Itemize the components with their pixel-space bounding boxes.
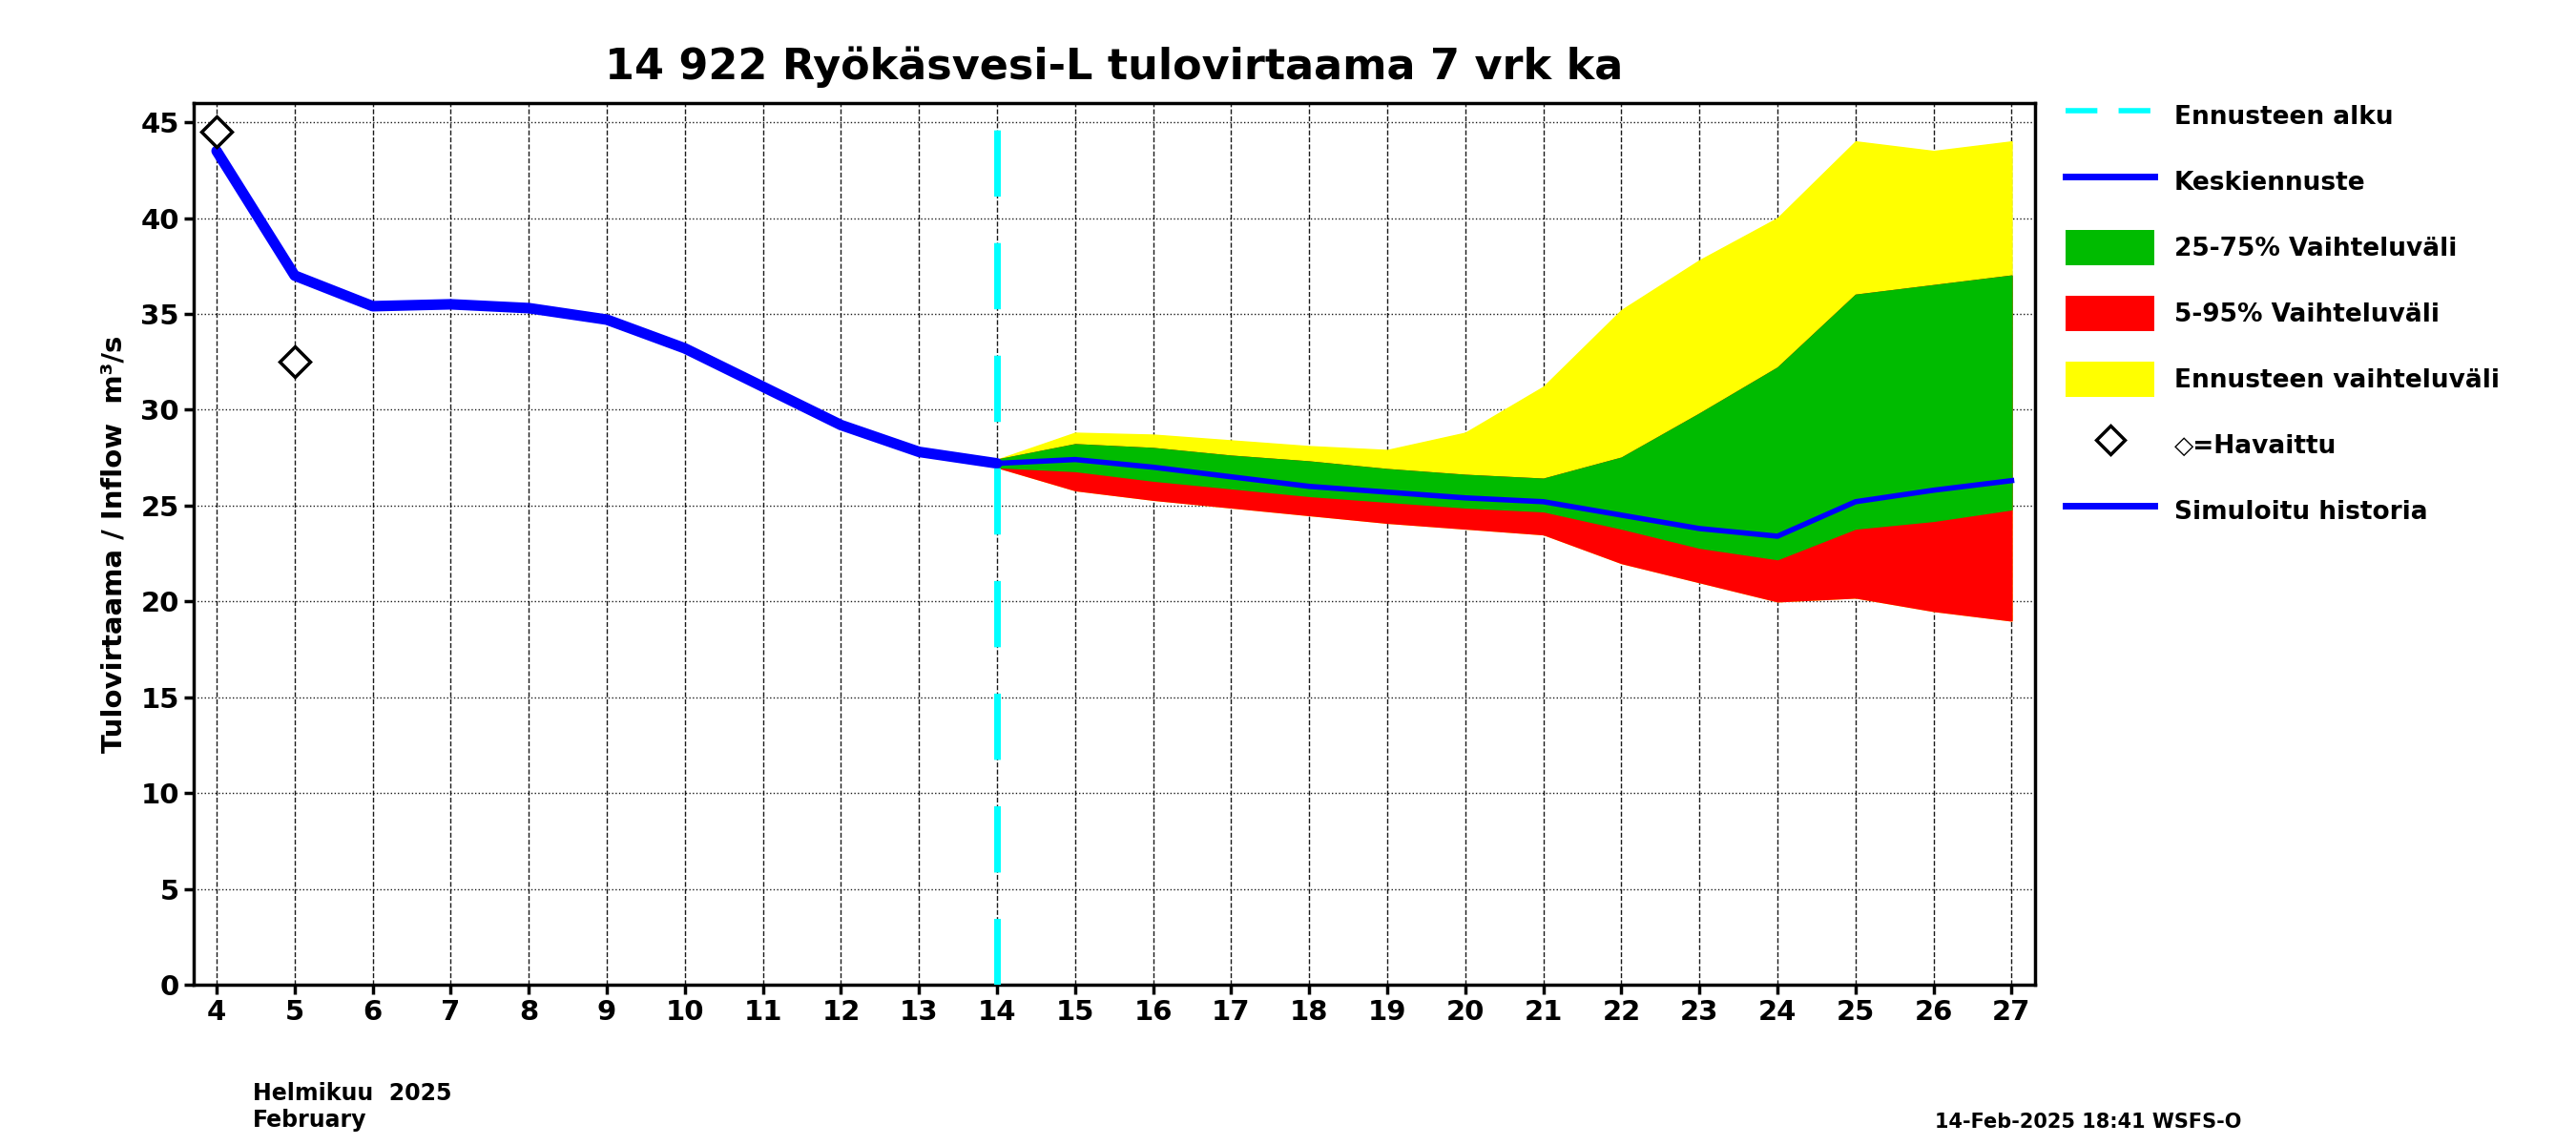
- Text: 14-Feb-2025 18:41 WSFS-O: 14-Feb-2025 18:41 WSFS-O: [1935, 1112, 2241, 1131]
- Text: Helmikuu  2025
February: Helmikuu 2025 February: [252, 1082, 451, 1131]
- Legend: Ennusteen alku, Keskiennuste, 25-75% Vaihteluväli, 5-95% Vaihteluväli, Ennusteen: Ennusteen alku, Keskiennuste, 25-75% Vai…: [2066, 98, 2499, 529]
- Y-axis label: Tulovirtaama / Inflow  m³/s: Tulovirtaama / Inflow m³/s: [100, 335, 126, 752]
- Title: 14 922 Ryökäsvesi-L tulovirtaama 7 vrk ka: 14 922 Ryökäsvesi-L tulovirtaama 7 vrk k…: [605, 46, 1623, 88]
